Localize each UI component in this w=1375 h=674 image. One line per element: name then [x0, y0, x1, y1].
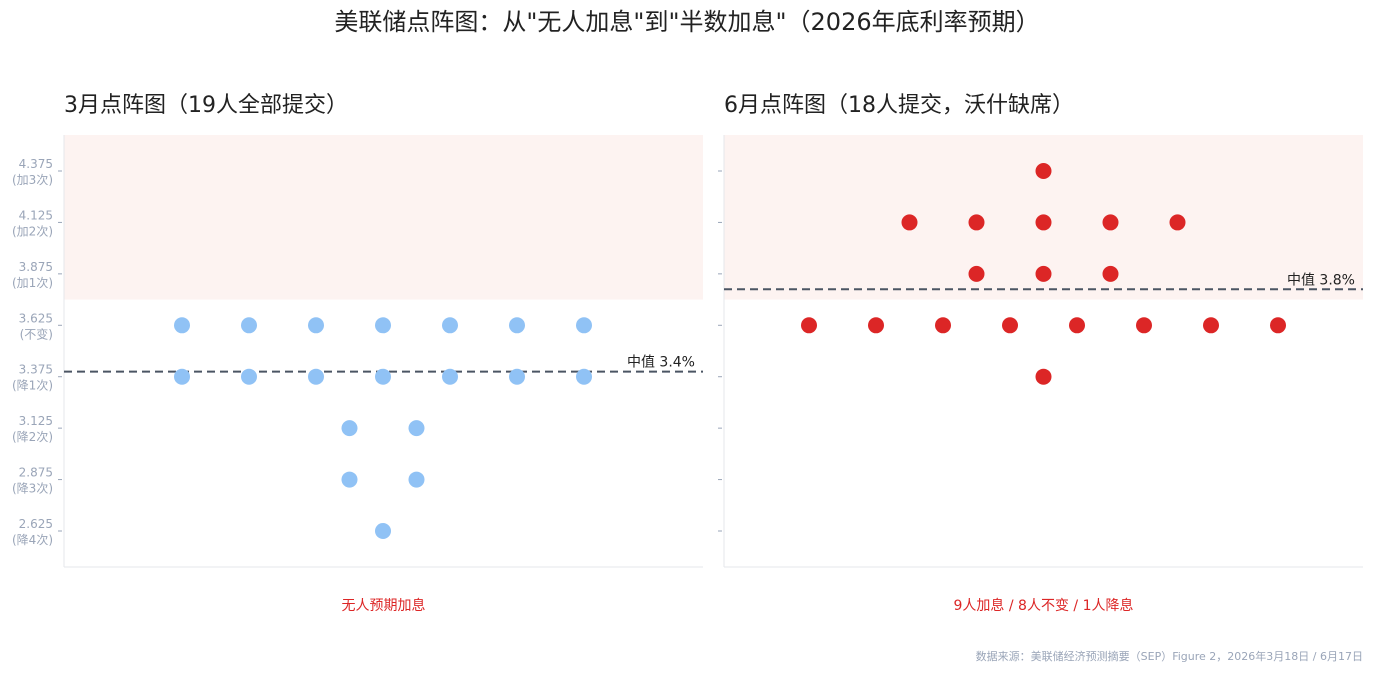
dot [801, 317, 817, 334]
dot [375, 317, 391, 334]
dot [901, 214, 918, 231]
dot [174, 317, 190, 334]
dot [1203, 317, 1219, 334]
dot [241, 317, 257, 334]
y-tick-label: 3.375 [19, 363, 53, 377]
y-tick-note: (降3次) [12, 482, 53, 496]
page-title: 美联储点阵图：从"无人加息"到"半数加息"（2026年底利率预期） [334, 8, 1039, 36]
dot [308, 317, 324, 334]
dot [968, 265, 985, 282]
dot [509, 368, 525, 385]
y-tick-label: 4.125 [19, 208, 53, 222]
y-tick-note: (加2次) [12, 224, 53, 238]
y-tick-note: (加1次) [12, 276, 53, 290]
dot [935, 317, 951, 334]
dot [1102, 265, 1119, 282]
dot [442, 368, 458, 385]
y-tick-label: 3.625 [19, 311, 53, 325]
panel-title: 3月点阵图（19人全部提交） [64, 93, 348, 118]
dot [1136, 317, 1152, 334]
median-label: 中值 3.8% [1287, 272, 1355, 288]
dot [341, 471, 358, 488]
y-tick-note: (加3次) [12, 173, 53, 187]
y-tick-label: 4.375 [19, 157, 53, 171]
y-tick-note: (降4次) [12, 533, 53, 547]
y-tick-note: (不变) [20, 326, 53, 341]
dot [868, 317, 884, 334]
y-tick-note: (降1次) [12, 379, 53, 393]
dot [442, 317, 458, 334]
dot [1035, 265, 1052, 282]
annotation: 9人加息 / 8人不变 / 1人降息 [954, 597, 1134, 614]
dot [576, 368, 592, 385]
dot [408, 420, 425, 437]
dot [375, 368, 391, 385]
dot [1002, 317, 1018, 334]
dot [1035, 214, 1052, 231]
dot [968, 214, 985, 231]
dot [1102, 214, 1119, 231]
dot [1035, 368, 1052, 385]
dot [1169, 214, 1186, 231]
dot [1035, 163, 1052, 179]
source: 数据来源：美联储经济预测摘要（SEP）Figure 2，2026年3月18日 /… [976, 649, 1363, 663]
dot [174, 368, 190, 385]
y-tick-note: (降2次) [12, 430, 53, 444]
dot [308, 368, 324, 385]
y-tick-label: 3.125 [19, 414, 53, 428]
dot [576, 317, 592, 334]
dot [341, 420, 358, 437]
dot [241, 368, 257, 385]
dot [509, 317, 525, 334]
dot [1270, 317, 1286, 334]
median-label: 中值 3.4% [627, 355, 695, 371]
y-tick-label: 2.625 [19, 517, 53, 531]
dot [375, 523, 391, 539]
dot [408, 471, 425, 488]
shade-band [64, 135, 703, 300]
y-tick-label: 3.875 [19, 260, 53, 274]
panel-title: 6月点阵图（18人提交，沃什缺席） [724, 93, 1074, 118]
y-tick-label: 2.875 [19, 466, 53, 480]
dot [1069, 317, 1085, 334]
annotation: 无人预期加息 [342, 597, 426, 614]
